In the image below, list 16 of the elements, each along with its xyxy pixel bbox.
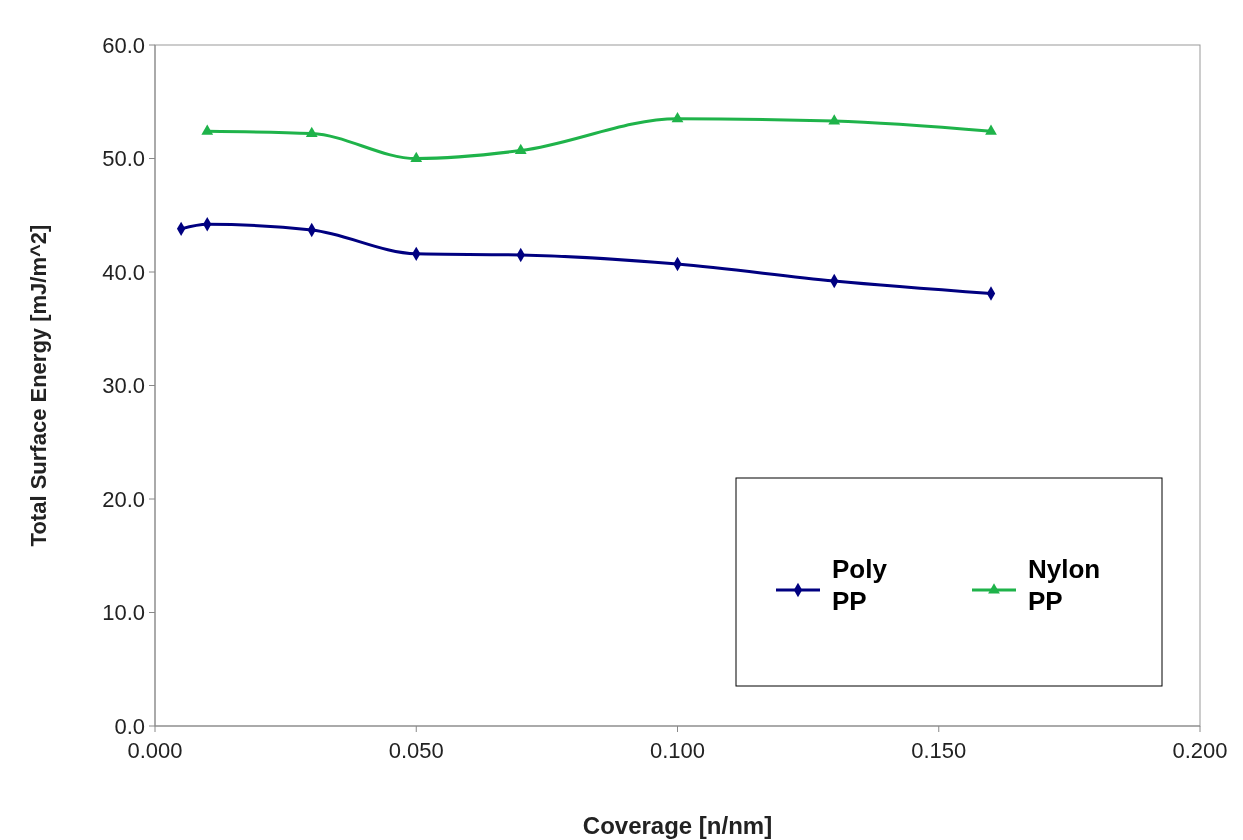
y-tick-label: 60.0 (102, 32, 145, 58)
y-tick-label: 50.0 (102, 146, 145, 172)
y-tick-label: 10.0 (102, 600, 145, 626)
y-tick-label: 30.0 (102, 373, 145, 399)
y-axis-title: Total Surface Energy [mJ/m^2] (26, 224, 51, 547)
legend-label: Poly PP (832, 554, 888, 616)
legend-label: Nylon PP (1028, 554, 1101, 616)
x-tick-label: 0.050 (388, 738, 444, 763)
x-tick-label: 0.150 (911, 738, 967, 763)
y-tick-label: 20.0 (102, 486, 145, 512)
x-tick-label: 0.000 (127, 738, 183, 763)
y-tick-label: 0.0 (114, 713, 145, 739)
x-axis-title: Coverage [n/nm] (582, 812, 773, 839)
x-tick-label: 0.100 (649, 738, 706, 763)
y-tick-label: 40.0 (102, 259, 145, 285)
x-tick-label: 0.200 (1172, 738, 1228, 763)
